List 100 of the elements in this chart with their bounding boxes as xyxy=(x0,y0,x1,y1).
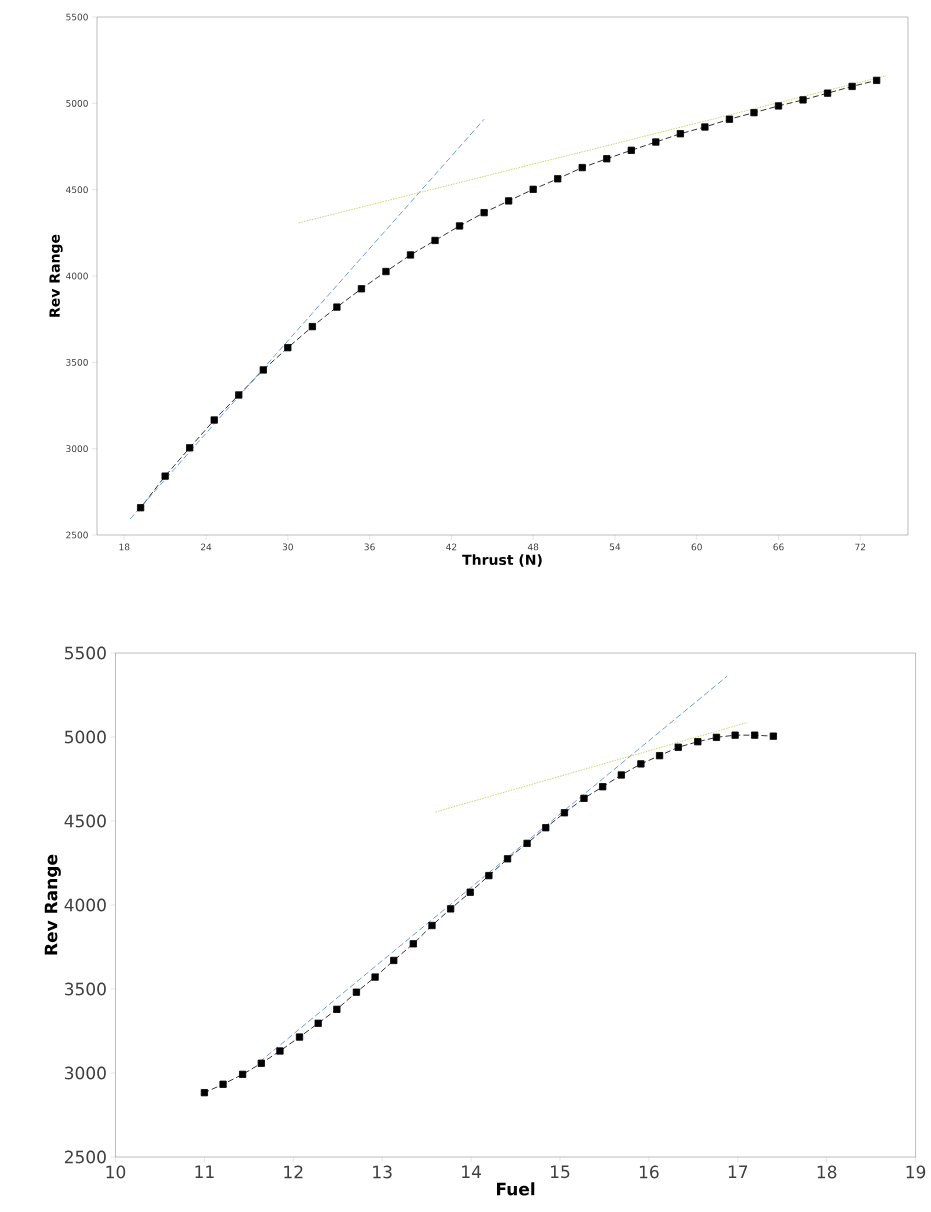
point xyxy=(186,444,194,452)
point xyxy=(774,102,783,110)
y-tick-label: 2500 xyxy=(66,531,88,539)
x-tick-label: 18 xyxy=(817,1165,837,1179)
x-axis-title: Thrust (N) xyxy=(462,554,542,567)
y-tick-label: 4500 xyxy=(64,814,106,828)
x-tick-label: 18 xyxy=(119,543,130,551)
point xyxy=(712,733,721,741)
y-tick-label: 5000 xyxy=(66,99,88,107)
x-tick-label: 30 xyxy=(282,543,293,551)
point xyxy=(769,732,777,740)
point xyxy=(409,940,417,948)
y-tick-label: 4000 xyxy=(66,272,88,280)
x-tick-label: 54 xyxy=(609,543,621,551)
point xyxy=(503,855,512,863)
point xyxy=(848,82,856,91)
y-tick-label: 4500 xyxy=(66,186,88,194)
point xyxy=(599,783,607,791)
point xyxy=(676,130,684,138)
y-tick-label: 2500 xyxy=(64,1150,106,1164)
point xyxy=(239,1070,247,1078)
point xyxy=(390,956,398,965)
point xyxy=(799,96,807,104)
y-tick-label: 5500 xyxy=(66,13,88,21)
point xyxy=(371,973,379,981)
point xyxy=(137,504,145,512)
point xyxy=(276,1047,284,1055)
point xyxy=(382,267,390,276)
x-tick-label: 11 xyxy=(195,1165,214,1178)
point xyxy=(627,146,635,154)
point xyxy=(701,123,709,131)
x-tick-label: 17 xyxy=(728,1165,748,1178)
point xyxy=(357,285,366,293)
x-tick-label: 10 xyxy=(106,1165,126,1179)
x-axis-title: Fuel xyxy=(497,1182,535,1196)
point xyxy=(235,391,243,399)
x-tick-label: 48 xyxy=(527,543,539,551)
x-tick-label: 12 xyxy=(284,1165,303,1179)
point xyxy=(560,809,569,817)
point xyxy=(580,794,588,802)
point xyxy=(694,738,702,746)
point xyxy=(480,209,488,217)
y-tick-label: 3500 xyxy=(65,982,106,996)
y-tick-label: 5500 xyxy=(65,646,106,660)
point xyxy=(161,472,169,480)
point xyxy=(219,1080,227,1088)
x-tick-label: 36 xyxy=(364,543,375,551)
x-tick-label: 24 xyxy=(200,543,212,551)
point xyxy=(652,138,660,146)
x-tick-label: 14 xyxy=(462,1165,481,1178)
point xyxy=(284,344,292,352)
y-tick-label: 3000 xyxy=(66,445,88,453)
point xyxy=(674,743,682,751)
point xyxy=(447,905,455,913)
point xyxy=(529,185,537,193)
x-tick-label: 60 xyxy=(691,543,702,551)
point xyxy=(352,988,361,996)
point xyxy=(485,872,493,880)
point xyxy=(637,760,645,768)
point xyxy=(751,731,759,739)
point xyxy=(210,416,218,424)
point xyxy=(523,839,531,847)
point xyxy=(200,1089,208,1097)
x-tick-label: 13 xyxy=(373,1165,392,1179)
point xyxy=(617,771,625,779)
x-tick-label: 66 xyxy=(773,543,784,551)
point xyxy=(308,323,316,331)
x-tick-label: 72 xyxy=(855,543,866,551)
point xyxy=(333,1005,341,1013)
point xyxy=(466,888,474,896)
point xyxy=(578,163,586,172)
y-axis-title: Rev Range xyxy=(44,854,61,955)
y-tick-label: 3000 xyxy=(65,1066,106,1080)
point xyxy=(554,175,562,183)
x-tick-label: 16 xyxy=(639,1165,659,1179)
y-tick-label: 3500 xyxy=(66,358,88,366)
point xyxy=(505,197,513,205)
point xyxy=(333,303,341,311)
y-tick-label: 4000 xyxy=(64,898,106,912)
y-tick-label: 5000 xyxy=(65,730,106,744)
point xyxy=(542,824,550,832)
point xyxy=(257,1059,265,1067)
point xyxy=(259,366,267,374)
point xyxy=(731,731,739,739)
point xyxy=(603,155,611,163)
x-tick-label: 42 xyxy=(446,543,457,551)
point xyxy=(655,752,664,760)
y-axis-title: Rev Range xyxy=(49,234,63,317)
point xyxy=(823,89,832,97)
point xyxy=(406,251,415,259)
x-tick-label: 19 xyxy=(906,1165,926,1179)
point xyxy=(750,109,758,117)
point xyxy=(455,222,464,230)
point xyxy=(295,1033,304,1041)
point xyxy=(725,115,734,123)
point xyxy=(314,1019,322,1027)
point xyxy=(873,76,881,84)
x-tick-label: 15 xyxy=(551,1165,570,1179)
point xyxy=(428,921,436,930)
point xyxy=(431,236,439,245)
